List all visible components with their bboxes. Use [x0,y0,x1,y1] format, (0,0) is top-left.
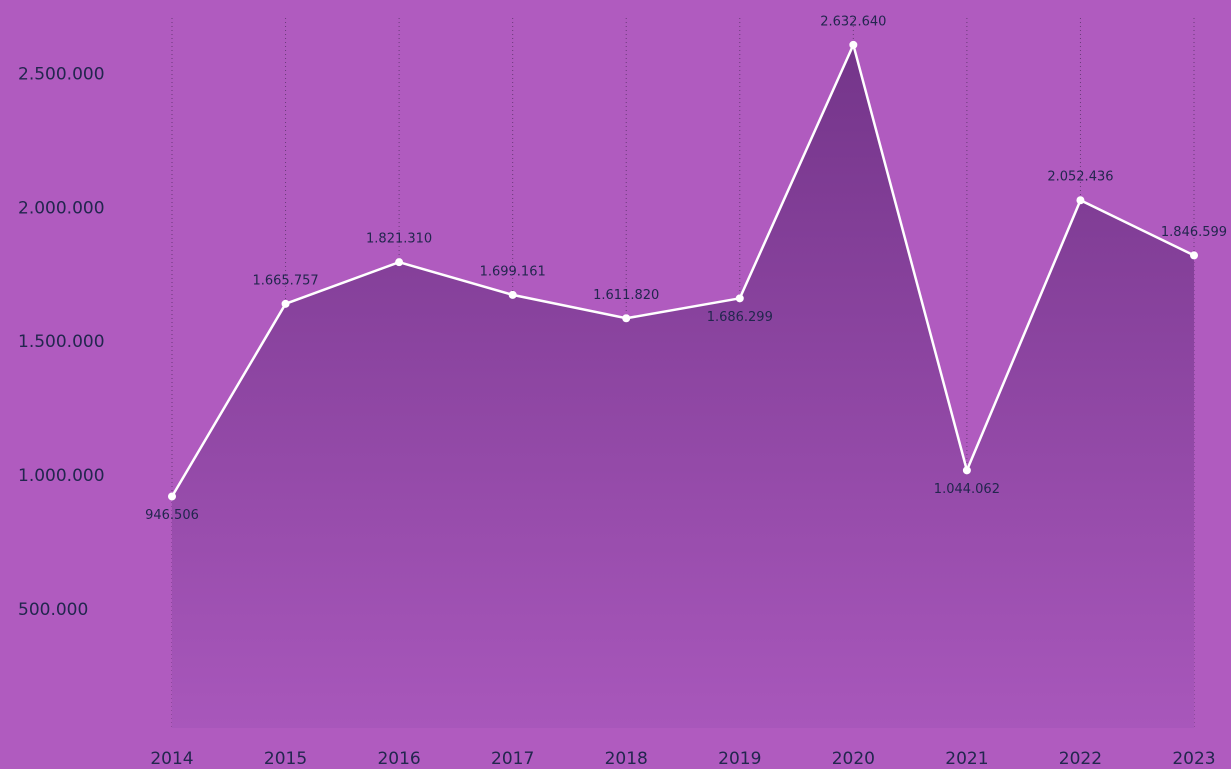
x-tick-label: 2018 [605,749,648,769]
y-tick-label: 500.000 [18,600,88,620]
x-tick-label: 2017 [491,749,534,769]
point [168,492,176,501]
value-label: 1.686.299 [707,310,773,325]
point [1076,196,1085,205]
value-label: 1.821.310 [366,232,432,247]
point [395,258,404,267]
value-label: 1.044.062 [934,482,1000,497]
x-tick-label: 2021 [945,749,988,769]
value-label: 2.632.640 [820,14,886,29]
x-tick-label: 2023 [1172,749,1215,769]
point [622,314,631,323]
y-tick-label: 1.500.000 [18,332,105,352]
value-label: 1.611.820 [593,288,659,303]
x-tick-label: 2016 [377,749,420,769]
area [172,44,1194,729]
value-label: 946.506 [145,508,199,523]
point [1190,251,1198,260]
x-tick-label: 2015 [264,749,307,769]
value-label: 1.665.757 [252,273,318,288]
point [849,40,858,49]
value-label: 1.846.599 [1161,225,1227,240]
line [170,41,1195,498]
point [962,466,971,475]
y-tick-label: 2.500.000 [18,64,105,84]
value-label: 2.052.436 [1047,170,1113,185]
x-tick-label: 2020 [832,749,875,769]
x-tick-label: 2014 [150,749,193,769]
point [735,294,744,303]
x-tick-label: 2022 [1059,749,1102,769]
y-tick-label: 1.000.000 [18,466,105,486]
x-tick-label: 2019 [718,749,761,769]
value-label: 1.699.161 [480,264,546,279]
point [508,290,517,299]
point [281,299,290,308]
y-tick-label: 2.000.000 [18,198,105,218]
